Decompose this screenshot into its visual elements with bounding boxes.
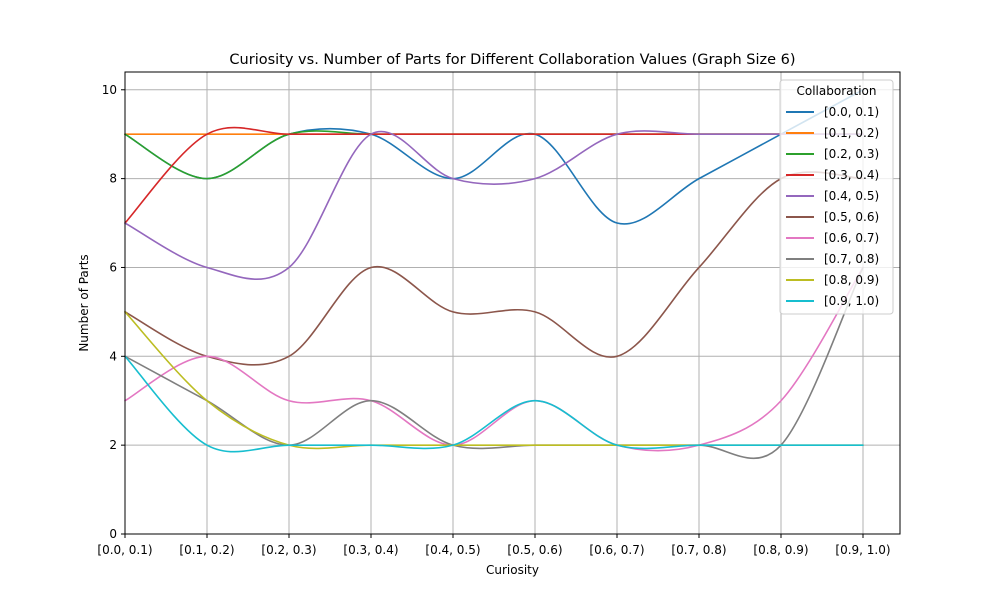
series-line-5 (124, 130, 864, 280)
legend-label: [0.3, 0.4) (824, 168, 879, 182)
y-axis-label: Number of Parts (77, 254, 91, 351)
y-tick-label: 6 (109, 260, 117, 274)
legend-label: [0.4, 0.5) (824, 189, 879, 203)
chart-title: Curiosity vs. Number of Parts for Differ… (229, 52, 795, 68)
legend: Collaboration [0.0, 0.1) [0.1, 0.2) [0.2, … (779, 79, 894, 315)
y-tick-label: 10 (102, 83, 117, 97)
y-tick-label: 2 (109, 438, 117, 452)
x-axis: [0.0, 0.1) [0.1, 0.2) [0.2, 0.3) [0.3, 0.4)… (97, 534, 891, 557)
x-axis-label: Curiosity (486, 563, 539, 577)
x-tick-label: [0.3, 0.4) (343, 543, 398, 557)
legend-label: [0.9, 1.0) (824, 294, 879, 308)
y-axis: 0 2 4 6 8 10 (102, 83, 125, 541)
y-tick-label: 8 (109, 172, 117, 186)
x-tick-label: [0.6, 0.7) (589, 543, 644, 557)
y-tick-label: 0 (109, 527, 117, 541)
x-tick-label: [0.1, 0.2) (179, 543, 234, 557)
x-tick-label: [0.2, 0.3) (261, 543, 316, 557)
series-line-7 (124, 266, 864, 452)
y-tick-label: 4 (109, 349, 117, 363)
legend-title: Collaboration (797, 84, 877, 98)
legend-label: [0.0, 0.1) (824, 105, 879, 119)
series-lines (124, 88, 864, 460)
legend-box (779, 79, 894, 315)
legend-label: [0.8, 0.9) (824, 273, 879, 287)
legend-label: [0.2, 0.3) (824, 147, 879, 161)
legend-label: [0.6, 0.7) (824, 231, 879, 245)
series-line-6 (124, 171, 864, 366)
x-tick-label: [0.8, 0.9) (753, 543, 808, 557)
plot-frame (124, 71, 901, 535)
legend-label: [0.7, 0.8) (824, 252, 879, 266)
legend-label: [0.1, 0.2) (824, 126, 879, 140)
x-tick-label: [0.9, 1.0) (835, 543, 890, 557)
series-line-8 (124, 266, 864, 460)
series-line-10 (124, 355, 864, 453)
x-tick-label: [0.0, 0.1) (97, 543, 152, 557)
legend-label: [0.5, 0.6) (824, 210, 879, 224)
x-tick-label: [0.7, 0.8) (671, 543, 726, 557)
x-tick-label: [0.5, 0.6) (507, 543, 562, 557)
x-tick-label: [0.4, 0.5) (425, 543, 480, 557)
